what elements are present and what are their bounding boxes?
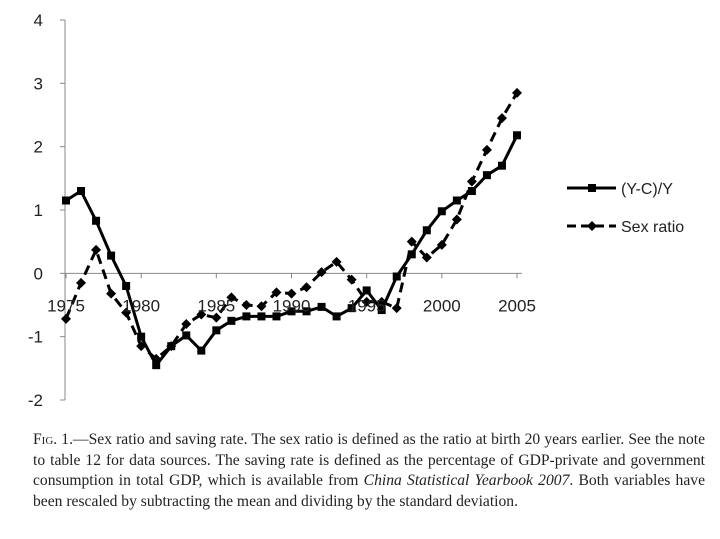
data-point [241,300,252,310]
data-point [257,312,266,321]
data-point [122,282,131,290]
data-point [286,288,297,299]
x-tick-label: 1990 [273,296,311,315]
data-point [467,187,476,195]
chart-legend: (Y-C)/Y Sex ratio [567,181,684,236]
data-point [482,171,491,180]
x-tick-label: 1980 [122,296,160,315]
legend-swatch-marker [588,184,596,192]
y-tick-label: 3 [34,74,43,93]
y-tick-label: -1 [28,328,43,347]
data-point [227,316,236,325]
data-point [392,272,401,281]
data-point [391,303,402,314]
data-point [451,214,462,225]
data-point [107,251,116,260]
chart-tick-labels: 4 3 2 1 0 -1 -2 1975 1980 1985 1990 1995 2000 2005 [28,11,536,410]
caption-text: —Sex ratio and saving rate. The sex rati… [33,431,705,489]
x-tick-label: 1995 [348,296,386,315]
y-tick-label: -2 [28,391,43,410]
chart-series [61,87,522,370]
caption-text-end: . Both variables have been rescaled by s… [33,472,705,510]
legend-label: (Y-C)/Y [621,181,673,198]
data-point [256,301,267,312]
figure-label: Fig. 1. [33,431,73,448]
y-tick-label: 4 [34,11,43,30]
x-tick-label: 1975 [47,296,85,315]
chart-axes [60,19,522,401]
data-point [196,309,207,320]
data-point [512,87,522,98]
line-chart: 4 3 2 1 0 -1 -2 1975 1980 1985 1990 1995 2000 2005 (Y… [28,11,684,410]
data-point [332,312,341,321]
data-point [211,312,222,323]
data-point [452,196,461,205]
caption-source: China Statistical Yearbook 2007 [363,472,570,489]
data-point [137,332,146,341]
data-point [287,307,296,316]
data-point [436,239,447,250]
data-point [136,341,147,352]
data-point [152,361,161,370]
data-point [437,207,446,216]
data-point [272,312,281,321]
y-tick-label: 1 [34,201,43,220]
x-tick-label: 1985 [197,296,235,315]
x-tick-label: 2000 [423,296,461,315]
data-point [302,307,311,316]
data-point [346,274,357,285]
data-point [406,236,417,247]
data-point [182,331,191,340]
data-point [121,307,132,318]
series-2 [61,87,522,364]
series-line [64,92,519,361]
data-point [301,282,312,293]
data-point [77,187,86,195]
data-point [61,313,71,324]
figure-caption: Fig. 1.—Sex ratio and saving rate. The s… [33,430,705,512]
data-point [361,296,372,307]
data-point [422,226,431,235]
data-point [362,286,371,295]
data-point [91,244,102,255]
data-point [151,353,162,364]
data-point [317,302,326,311]
data-point [271,287,282,298]
data-point [226,292,237,303]
data-point [497,161,506,170]
y-tick-label: 2 [34,138,43,157]
legend-label: Sex ratio [621,219,684,236]
data-point [377,306,386,315]
data-point [347,304,356,313]
data-point [212,326,221,335]
data-point [421,252,432,263]
data-point [106,288,117,299]
data-point [466,176,477,187]
data-point [407,250,416,259]
data-point [481,144,492,155]
x-tick-label: 2005 [498,296,536,315]
data-point [197,346,206,355]
data-point [316,267,327,278]
legend-swatch-marker [587,221,597,231]
data-point [92,216,101,225]
data-point [181,319,192,329]
data-point [376,296,387,307]
data-point [242,312,251,321]
data-point [331,256,342,267]
data-point [62,196,70,205]
data-point [166,341,177,352]
data-point [513,131,521,140]
y-tick-label: 0 [34,264,43,283]
series-1 [62,131,521,370]
data-point [496,113,507,124]
data-point [76,277,87,288]
